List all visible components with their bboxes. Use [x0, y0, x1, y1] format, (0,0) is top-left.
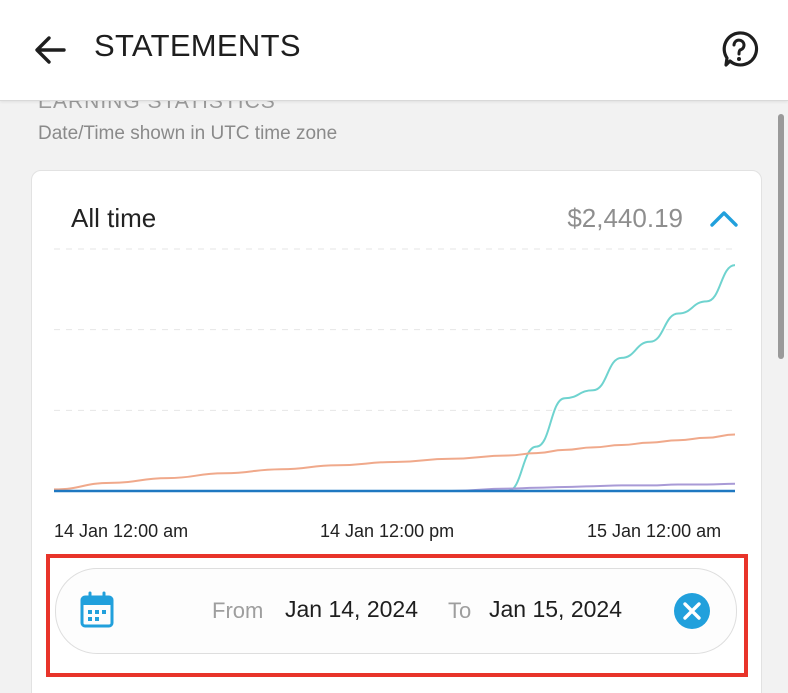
- to-label: To: [448, 598, 472, 623]
- calendar-icon: [80, 591, 114, 628]
- statements-content: EARNING STATISTICS Date/Time shown in UT…: [0, 100, 788, 693]
- series-line-1: [53, 264, 736, 492]
- to-date-value[interactable]: Jan 15, 2024: [489, 596, 623, 622]
- scrollbar[interactable]: [778, 114, 784, 359]
- period-label: All time: [71, 203, 157, 233]
- earnings-card: All time $2,440.19 14 Jan 12:00 am 14 Ja…: [31, 170, 762, 693]
- collapse-button[interactable]: [708, 205, 740, 231]
- timezone-note: Date/Time shown in UTC time zone: [38, 123, 338, 144]
- x-tick-label: 14 Jan 12:00 am: [54, 521, 189, 541]
- back-button[interactable]: [30, 30, 70, 70]
- date-range-filter[interactable]: From Jan 14, 2024 To Jan 15, 2024: [55, 568, 737, 654]
- chevron-up-icon: [710, 211, 738, 227]
- series-line-2: [53, 433, 736, 491]
- close-icon: [683, 602, 701, 620]
- x-tick-label: 15 Jan 12:00 am: [587, 521, 722, 541]
- app-header: STATEMENTS: [0, 0, 788, 101]
- from-date-value[interactable]: Jan 14, 2024: [285, 596, 419, 622]
- from-label: From: [212, 598, 264, 623]
- page-title: STATEMENTS: [94, 28, 301, 63]
- clear-date-button[interactable]: [674, 593, 710, 629]
- total-earnings: $2,440.19: [567, 203, 683, 233]
- calendar-button[interactable]: [79, 590, 115, 630]
- section-heading: EARNING STATISTICS: [38, 100, 276, 113]
- x-tick-label: 14 Jan 12:00 pm: [320, 521, 455, 541]
- help-button[interactable]: [718, 28, 760, 70]
- arrow-left-icon: [35, 36, 66, 64]
- help-circle-icon: [722, 31, 759, 67]
- earnings-chart: [53, 248, 736, 493]
